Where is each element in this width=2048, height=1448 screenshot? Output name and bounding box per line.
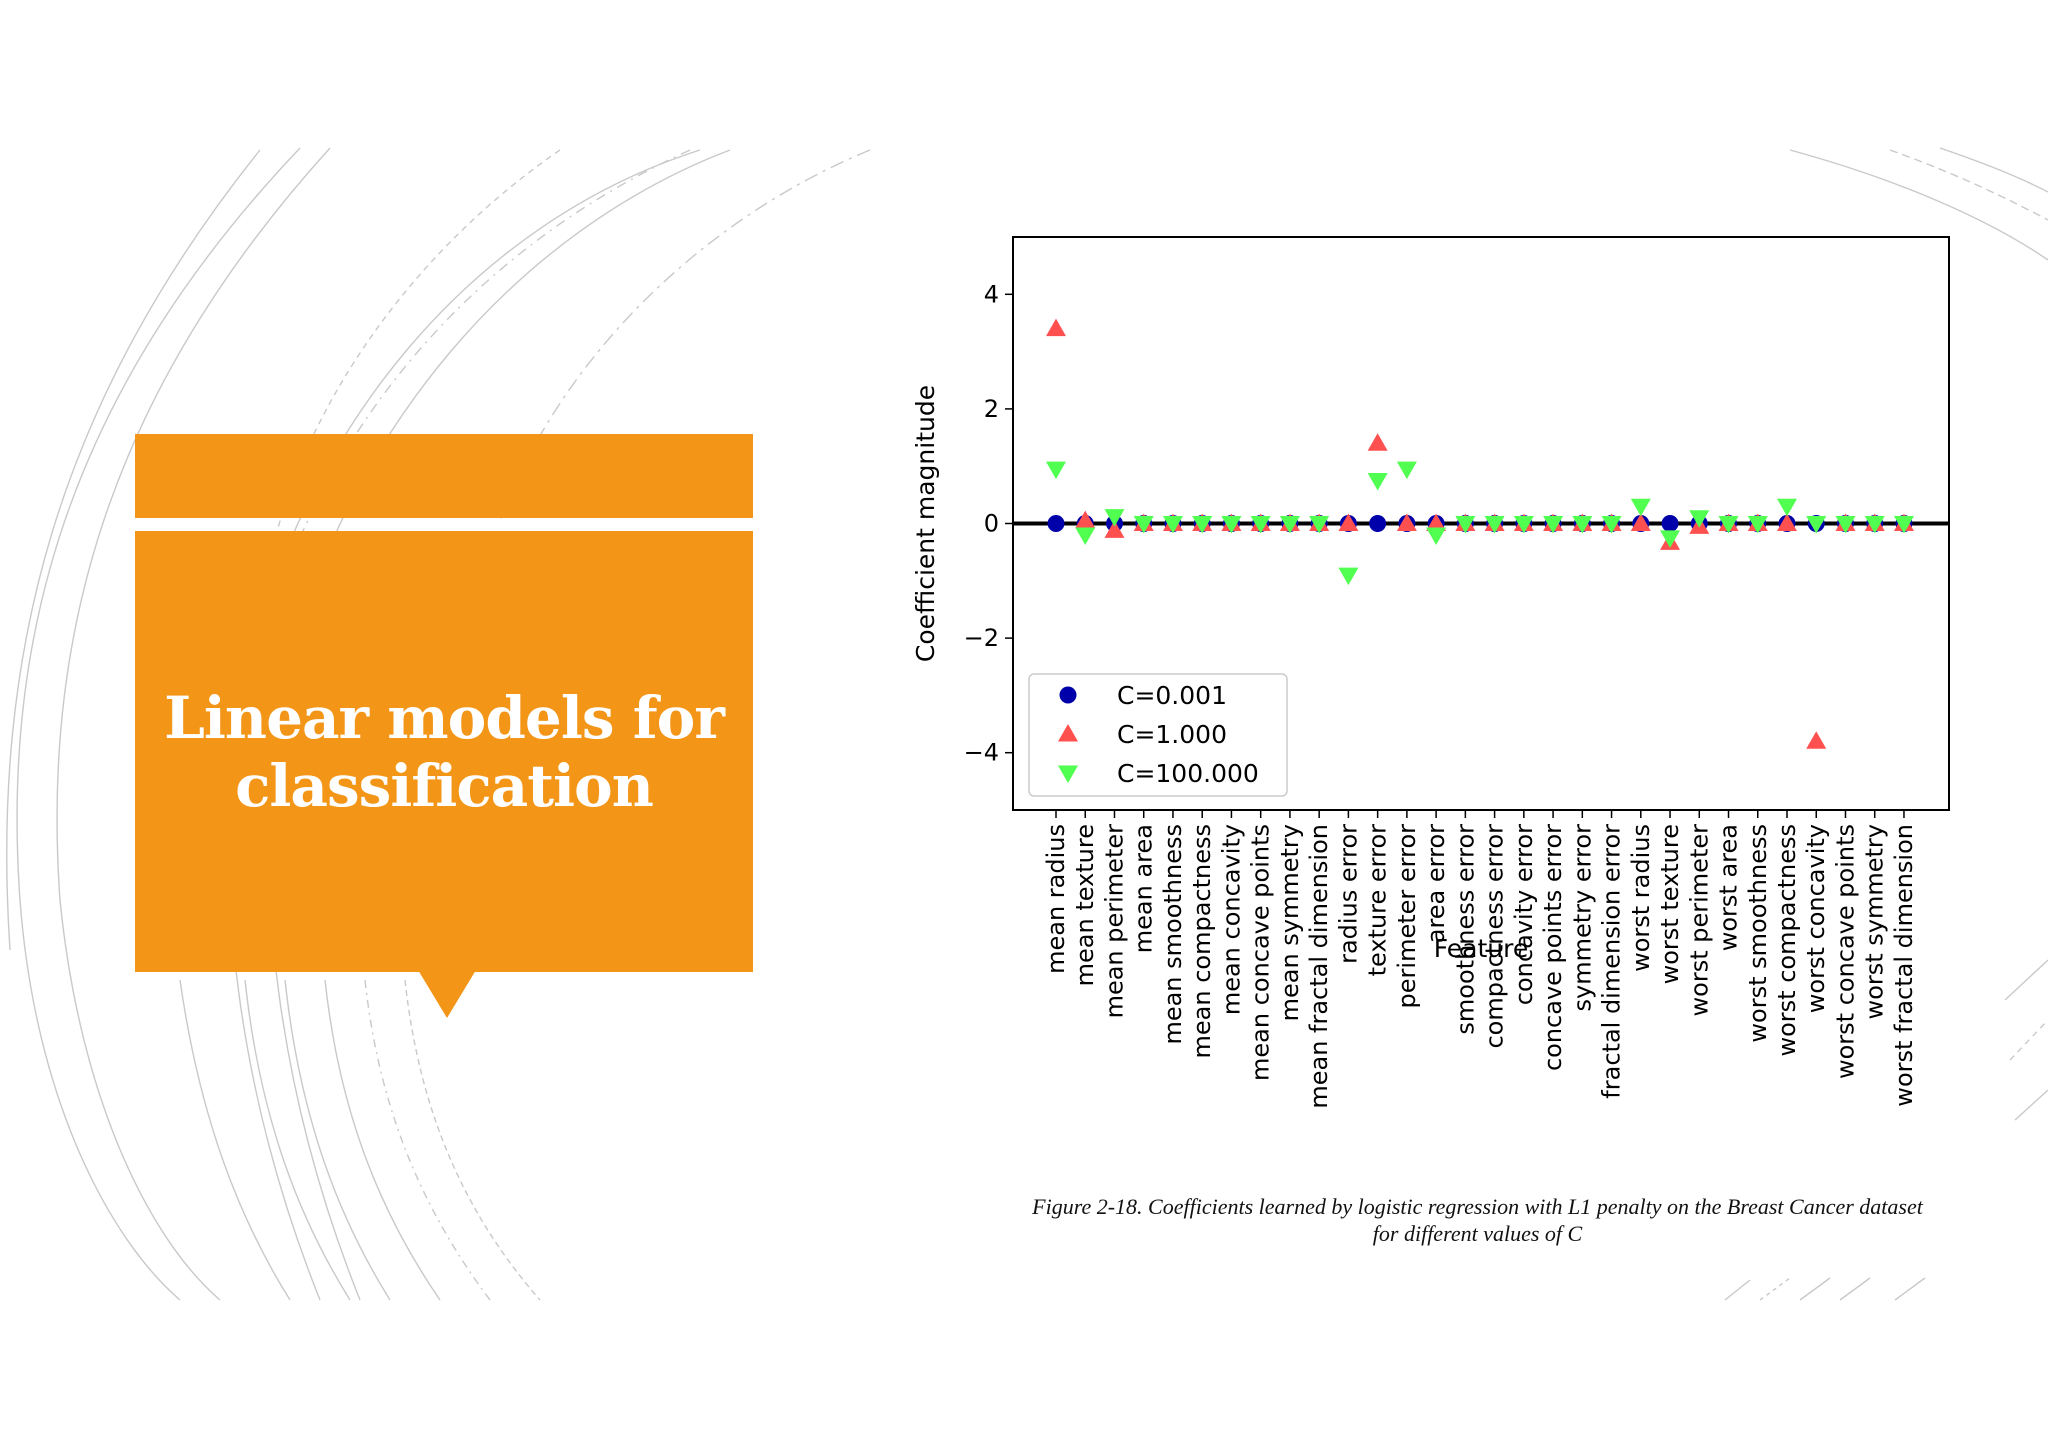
- point-C100000-21: [1660, 530, 1681, 548]
- point-C1000-25: [1777, 513, 1797, 531]
- point-C100000-10: [1338, 567, 1359, 586]
- point-C1000-26: [1806, 731, 1827, 749]
- point-C1000-0: [1046, 318, 1066, 337]
- point-C100000-3: [1133, 516, 1154, 534]
- point-C100000-6: [1221, 516, 1242, 534]
- point-C1000-10: [1338, 513, 1359, 531]
- point-C0001-0: [1047, 515, 1065, 532]
- callout-pointer: [418, 970, 476, 1018]
- y-tick-label: −4: [964, 739, 999, 767]
- point-C100000-24: [1747, 516, 1768, 534]
- point-C100000-0: [1046, 461, 1066, 480]
- x-tick-label: radius error: [1334, 824, 1362, 964]
- x-tick-label: worst concave points: [1831, 824, 1859, 1079]
- point-C100000-17: [1543, 516, 1564, 534]
- x-tick-label: concave points error: [1539, 824, 1567, 1071]
- y-tick-label: 0: [984, 510, 999, 538]
- point-C100000-29: [1893, 516, 1914, 534]
- y-tick-label: −2: [964, 624, 999, 652]
- x-tick-label: mean radius: [1042, 824, 1070, 974]
- x-axis-label: Feature: [1434, 934, 1528, 963]
- title-callout-box: Linear models for classification: [135, 531, 753, 972]
- x-tick-label: fractal dimension error: [1598, 824, 1626, 1099]
- point-C100000-18: [1572, 516, 1593, 534]
- x-tick-label: mean fractal dimension: [1305, 824, 1333, 1109]
- caption-line-2: for different values of C: [1372, 1221, 1583, 1246]
- point-C100000-26: [1806, 516, 1827, 534]
- legend-label: C=100.000: [1117, 759, 1259, 788]
- point-C100000-9: [1309, 516, 1330, 534]
- legend-box: [1028, 673, 1288, 797]
- caption-line-1: Figure 2-18. Coefficients learned by log…: [1032, 1194, 1923, 1219]
- point-C0001-11: [1369, 515, 1387, 532]
- legend-marker-2: [1058, 765, 1078, 783]
- x-tick-label: worst perimeter: [1685, 824, 1713, 1017]
- legend-label: C=1.000: [1117, 720, 1227, 749]
- point-C1000-20: [1630, 513, 1651, 531]
- x-tick-label: mean area: [1130, 824, 1158, 953]
- x-tick-label: mean concavity: [1217, 824, 1245, 1015]
- point-C100000-16: [1513, 516, 1534, 534]
- x-tick-label: mean smoothness: [1159, 824, 1187, 1045]
- x-tick-label: texture error: [1364, 824, 1392, 977]
- legend-marker-1: [1058, 724, 1078, 742]
- point-C100000-28: [1864, 516, 1885, 534]
- point-C1000-2: [1104, 520, 1125, 538]
- x-tick-label: mean texture: [1071, 824, 1099, 986]
- x-tick-label: worst concavity: [1802, 824, 1830, 1013]
- point-C100000-14: [1455, 516, 1476, 534]
- point-C100000-20: [1630, 498, 1651, 517]
- point-C100000-13: [1426, 527, 1447, 545]
- y-axis-label: Coefficient magnitude: [911, 385, 940, 662]
- point-C100000-5: [1192, 516, 1213, 534]
- x-tick-label: worst fractal dimension: [1890, 824, 1918, 1107]
- x-tick-label: worst symmetry: [1861, 824, 1889, 1019]
- title-accent-bar: [135, 434, 753, 518]
- legend-label: C=0.001: [1117, 681, 1227, 710]
- point-C100000-25: [1777, 498, 1797, 517]
- point-C1000-13: [1426, 513, 1447, 531]
- x-tick-label: mean concave points: [1247, 824, 1275, 1081]
- x-tick-label: perimeter error: [1393, 824, 1421, 1009]
- x-tick-label: area error: [1422, 824, 1450, 943]
- point-C100000-22: [1689, 510, 1710, 528]
- point-C100000-4: [1162, 516, 1183, 534]
- point-C100000-1: [1075, 527, 1096, 545]
- x-tick-label: symmetry error: [1568, 824, 1596, 1012]
- x-tick-label: worst texture: [1656, 824, 1684, 984]
- point-C1000-11: [1367, 433, 1388, 451]
- point-C100000-7: [1250, 516, 1271, 534]
- x-tick-label: worst compactness: [1773, 824, 1801, 1057]
- figure-caption: Figure 2-18. Coefficients learned by log…: [905, 1193, 2048, 1247]
- point-C0001-21: [1661, 515, 1679, 532]
- point-C100000-19: [1601, 516, 1622, 534]
- point-C100000-27: [1835, 516, 1856, 534]
- x-tick-label: mean symmetry: [1276, 824, 1304, 1021]
- x-tick-label: worst area: [1715, 824, 1743, 951]
- point-C1000-1: [1075, 510, 1096, 529]
- point-C100000-12: [1396, 461, 1417, 480]
- coefficient-chart: 4 2 0 −2 −4 mean radius mean texture mean perim…: [911, 236, 1950, 1109]
- x-tick-label: worst radius: [1627, 824, 1655, 972]
- x-tick-label: mean perimeter: [1100, 824, 1128, 1019]
- x-tick-label: mean compactness: [1188, 824, 1216, 1058]
- x-tick-label: concavity error: [1510, 824, 1538, 1005]
- y-tick-label: 4: [984, 280, 999, 308]
- point-C100000-15: [1484, 516, 1505, 534]
- point-C100000-8: [1279, 516, 1300, 534]
- point-C100000-23: [1718, 516, 1739, 534]
- x-tick-label: smoothness error: [1451, 824, 1479, 1035]
- slide-title: Linear models for classification: [164, 683, 725, 820]
- x-tick-label: worst smoothness: [1744, 824, 1772, 1043]
- point-C100000-2: [1104, 509, 1125, 527]
- x-tick-label: compactness error: [1481, 824, 1509, 1049]
- point-C100000-11: [1367, 473, 1388, 491]
- point-C1000-12: [1396, 513, 1417, 531]
- y-tick-label: 2: [984, 395, 999, 423]
- legend-marker-0: [1059, 686, 1077, 704]
